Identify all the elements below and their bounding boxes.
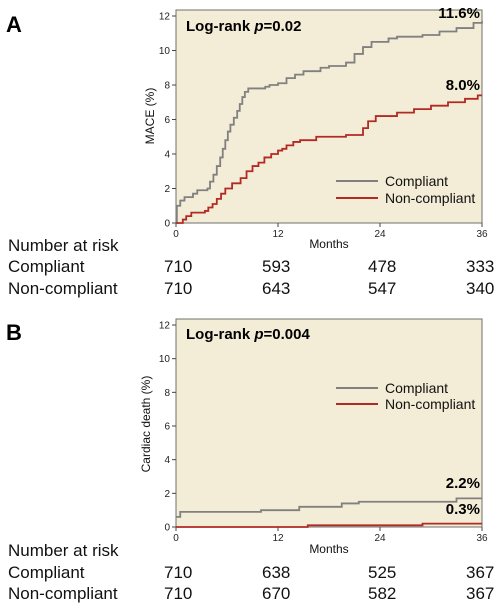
logrank-p-symbol-a: p [253,18,263,35]
plot-area-b [175,318,483,528]
series-line-compliant-a [175,21,483,224]
logrank-prefix-a: Log-rank [186,18,254,35]
legend-label-noncompliant-b: Non-compliant [385,396,475,412]
y-tick-label-b: 8 [164,388,170,399]
risk-table-a: Number at risk Compliant Non-compliant 7… [8,236,494,298]
risk-value: 525 [368,563,396,582]
y-tick-label-a: 4 [164,150,170,161]
risk-value: 710 [164,584,192,603]
logrank-p-value-b: =0.004 [264,326,311,343]
risk-value: 710 [164,279,192,298]
x-tick-label-a: 36 [476,229,488,240]
plot-area-a [175,9,483,224]
risk-table-title-b: Number at risk [8,541,119,560]
y-tick-label-a: 12 [159,12,171,23]
risk-value: 638 [262,563,290,582]
x-tick-label-b: 36 [476,533,488,544]
series-group-b [176,497,482,528]
risk-value: 478 [368,257,396,276]
series-line-noncompliant-b [176,522,482,528]
y-axis-label-b: Cardiac death (%) [139,376,153,473]
series-line-noncompliant-a [176,94,482,224]
series-line-compliant-b [176,497,482,518]
risk-value: 367 [466,584,494,603]
legend-label-compliant-b: Compliant [385,380,448,396]
legend-label-compliant-a: Compliant [385,173,448,189]
risk-value: 593 [262,257,290,276]
risk-value: 333 [466,257,494,276]
logrank-p-symbol-b: p [253,326,263,343]
svg-text:Log-rank p=0.02: Log-rank p=0.02 [186,18,301,35]
y-axis-b: 0 2 4 6 8 10 12 [159,321,176,534]
end-label-compliant-a: 11.6% [438,5,480,22]
y-tick-label-a: 0 [164,219,170,230]
panel-label-a: A [6,12,22,37]
y-axis-label-a: MACE (%) [143,88,157,145]
risk-value: 547 [368,279,396,298]
risk-table-title-a: Number at risk [8,236,119,255]
legend-b: Compliant Non-compliant [336,380,475,412]
y-axis-a: 0 2 4 6 8 10 12 [159,12,176,230]
risk-value: 710 [164,257,192,276]
y-tick-label-b: 0 [164,523,170,534]
risk-table-b: Number at risk Compliant Non-compliant 7… [8,541,494,603]
y-tick-label-a: 2 [164,184,170,195]
end-label-noncompliant-b: 0.3% [446,501,480,518]
y-tick-label-b: 4 [164,455,170,466]
y-tick-label-b: 2 [164,489,170,500]
risk-value: 710 [164,563,192,582]
risk-value: 340 [466,279,494,298]
x-tick-label-a: 0 [173,229,179,240]
series-group-a [175,21,483,224]
end-label-noncompliant-a: 8.0% [446,77,480,94]
svg-text:Log-rank p=0.004: Log-rank p=0.004 [186,326,310,343]
x-tick-label-b: 0 [173,533,179,544]
legend-label-noncompliant-a: Non-compliant [385,190,475,206]
risk-value: 643 [262,279,290,298]
end-label-compliant-b: 2.2% [446,475,480,492]
logrank-p-value-a: =0.02 [264,18,302,35]
x-tick-label-a: 24 [374,229,386,240]
risk-row-label-noncompliant-b: Non-compliant [8,584,118,603]
risk-row-label-compliant-b: Compliant [8,563,85,582]
y-tick-label-b: 6 [164,422,170,433]
risk-value: 582 [368,584,396,603]
risk-row-label-compliant-a: Compliant [8,257,85,276]
x-axis-label-a: Months [309,237,348,251]
y-tick-label-a: 6 [164,115,170,126]
y-tick-label-b: 12 [159,321,171,332]
panel-label-b: B [6,320,22,345]
y-tick-label-a: 8 [164,81,170,92]
y-tick-label-a: 10 [159,46,171,57]
x-tick-label-b: 24 [374,533,386,544]
annotation-b: Log-rank p=0.004 [186,326,310,343]
logrank-prefix-b: Log-rank [186,326,254,343]
y-tick-label-b: 10 [159,354,171,365]
risk-value: 670 [262,584,290,603]
risk-value: 367 [466,563,494,582]
x-tick-label-b: 12 [272,533,284,544]
x-axis-label-b: Months [309,542,348,556]
annotation-a: Log-rank p=0.02 [186,18,301,35]
x-axis-a: 0 12 24 36 [173,223,488,240]
legend-a: Compliant Non-compliant [336,173,475,206]
x-tick-label-a: 12 [272,229,284,240]
risk-row-label-noncompliant-a: Non-compliant [8,279,118,298]
